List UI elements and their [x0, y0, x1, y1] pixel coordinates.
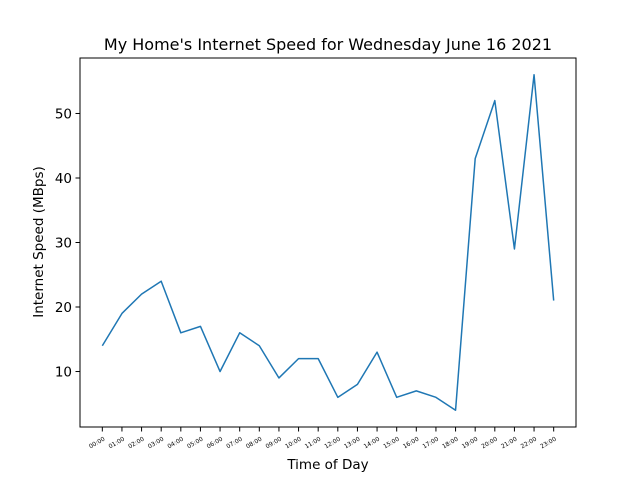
y-tick-label: 10 [55, 365, 72, 381]
y-tick-label: 40 [55, 171, 72, 187]
x-axis-label: Time of Day [286, 457, 368, 473]
y-tick-label: 20 [55, 300, 72, 316]
series-line [101, 74, 555, 411]
y-axis-ticks: 10 20 30 40 50 [55, 106, 80, 381]
y-tick-label: 30 [55, 236, 72, 252]
y-tick-label: 50 [55, 106, 72, 122]
chart-title: My Home's Internet Speed for Wednesday J… [104, 35, 552, 54]
y-axis-label: Internet Speed (MBps) [31, 166, 47, 318]
